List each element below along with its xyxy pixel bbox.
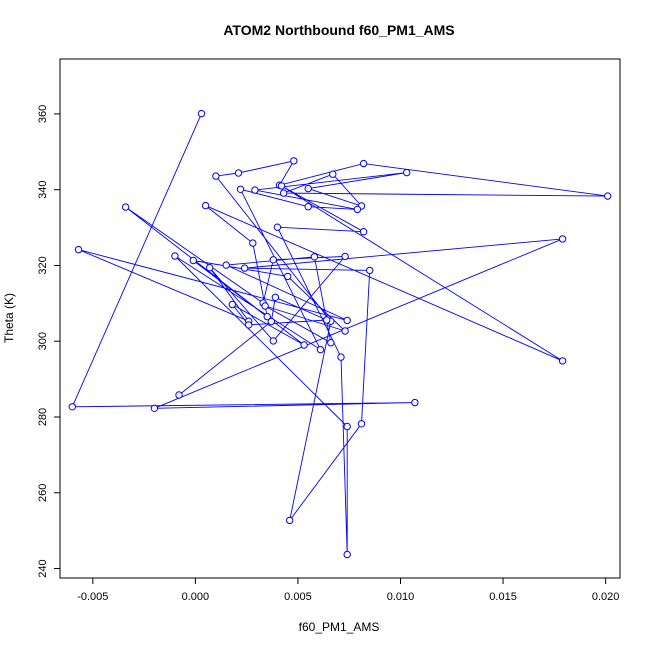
data-point <box>329 170 337 178</box>
y-tick-label: 320 <box>37 256 49 274</box>
data-point <box>269 337 277 345</box>
data-point <box>263 312 271 321</box>
data-point <box>411 398 419 407</box>
data-point <box>359 228 368 236</box>
data-point <box>341 327 349 335</box>
data-point <box>68 403 77 411</box>
data-point <box>240 264 249 272</box>
data-point <box>121 203 130 211</box>
y-tick-label: 260 <box>37 484 49 502</box>
data-point <box>353 205 362 214</box>
data-point <box>300 341 308 349</box>
data-point <box>366 266 374 275</box>
series-line <box>71 113 608 555</box>
y-tick-label: 360 <box>37 105 49 123</box>
y-tick-label: 280 <box>37 408 49 426</box>
data-point <box>74 245 83 254</box>
x-tick-label: 0.005 <box>284 591 312 603</box>
data-point <box>236 185 245 194</box>
x-tick-label: 0.015 <box>489 591 517 603</box>
data-point <box>277 182 286 190</box>
y-axis: 240 260 280 300 320 340 360 <box>37 105 60 578</box>
data-point <box>189 256 198 265</box>
data-point <box>343 550 351 559</box>
y-tick-label: 300 <box>37 332 49 350</box>
data-point <box>310 253 319 261</box>
data-point <box>201 201 210 210</box>
data-point <box>212 172 220 180</box>
data-point <box>337 353 345 361</box>
y-axis-label: Theta (K) <box>2 293 16 343</box>
x-axis-label: f60_PM1_AMS <box>299 620 380 634</box>
data-point <box>558 357 567 365</box>
data-point <box>269 256 277 264</box>
data-point <box>251 186 259 194</box>
x-tick-label: 0.000 <box>182 591 210 603</box>
data-point <box>273 223 282 231</box>
data-point <box>323 316 331 324</box>
data-point <box>558 235 567 243</box>
series-marker-group <box>68 109 612 559</box>
data-point <box>171 252 179 260</box>
data-point <box>290 157 298 165</box>
data-point <box>197 109 206 118</box>
data-point <box>327 339 335 347</box>
data-point <box>222 261 230 269</box>
data-point <box>245 321 253 329</box>
data-point <box>279 189 288 197</box>
data-point <box>228 300 237 309</box>
data-point <box>175 391 183 399</box>
data-point <box>304 203 312 211</box>
data-point <box>359 159 368 168</box>
data-point <box>267 317 275 326</box>
data-point <box>403 168 411 177</box>
y-tick-label: 340 <box>37 181 49 199</box>
data-point <box>286 516 294 525</box>
series-line-group <box>71 113 608 555</box>
data-point <box>261 302 269 310</box>
chart-title: ATOM2 Northbound f60_PM1_AMS <box>223 22 454 38</box>
data-point <box>304 184 312 193</box>
data-point <box>341 252 349 261</box>
data-point <box>343 422 351 431</box>
data-point <box>234 169 243 177</box>
y-tick-label: 240 <box>37 559 49 577</box>
data-point <box>357 420 366 428</box>
plot-frame <box>59 58 621 579</box>
x-tick-label: -0.005 <box>77 591 108 603</box>
x-tick-label: 0.010 <box>387 591 415 603</box>
data-point <box>271 293 280 301</box>
data-point <box>150 404 159 412</box>
x-axis: -0.005 0.000 0.005 0.010 0.015 0.020 <box>77 578 619 603</box>
data-point <box>316 345 325 354</box>
data-point <box>284 272 292 281</box>
data-point <box>249 239 257 247</box>
x-tick-label: 0.020 <box>592 591 620 603</box>
data-point <box>206 264 214 272</box>
data-point <box>604 192 612 200</box>
data-point <box>343 316 351 325</box>
